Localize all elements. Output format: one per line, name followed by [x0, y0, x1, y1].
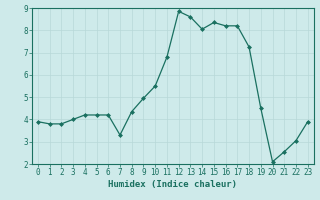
X-axis label: Humidex (Indice chaleur): Humidex (Indice chaleur) [108, 180, 237, 189]
